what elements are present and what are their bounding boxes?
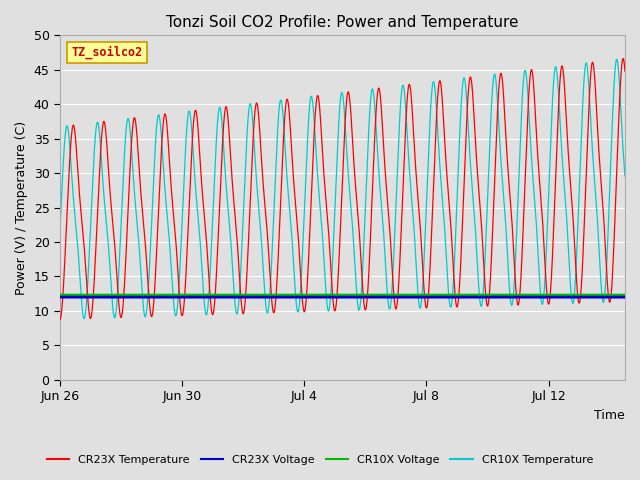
Text: TZ_soilco2: TZ_soilco2: [71, 46, 143, 59]
Legend: CR23X Temperature, CR23X Voltage, CR10X Voltage, CR10X Temperature: CR23X Temperature, CR23X Voltage, CR10X …: [43, 451, 597, 469]
Y-axis label: Power (V) / Temperature (C): Power (V) / Temperature (C): [15, 120, 28, 295]
Title: Tonzi Soil CO2 Profile: Power and Temperature: Tonzi Soil CO2 Profile: Power and Temper…: [166, 15, 519, 30]
X-axis label: Time: Time: [595, 409, 625, 422]
